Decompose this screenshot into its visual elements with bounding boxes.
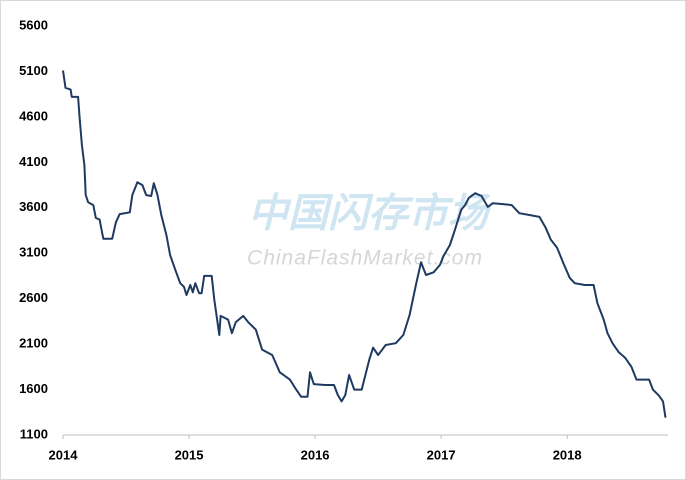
y-tick-label: 3600 xyxy=(19,199,48,214)
y-tick-label: 4100 xyxy=(19,154,48,169)
x-tick-label: 2016 xyxy=(301,447,330,462)
x-tick-label: 2014 xyxy=(49,447,79,462)
y-tick-label: 2600 xyxy=(19,290,48,305)
watermark-cn: 中国闪存市场 xyxy=(248,192,492,236)
x-tick-label: 2017 xyxy=(427,447,456,462)
y-tick-label: 1600 xyxy=(19,381,48,396)
x-tick-label: 2018 xyxy=(553,447,582,462)
data-line xyxy=(62,70,667,418)
watermark-en: ChinaFlashMarket.com xyxy=(247,247,483,270)
x-tick-label: 2015 xyxy=(175,447,204,462)
y-tick-label: 5100 xyxy=(19,63,48,78)
y-tick-label: 5600 xyxy=(19,17,48,32)
y-tick-label: 4600 xyxy=(19,108,48,123)
y-tick-label: 3100 xyxy=(19,245,48,260)
y-tick-label: 1100 xyxy=(20,426,48,441)
y-tick-label: 2100 xyxy=(19,336,48,351)
